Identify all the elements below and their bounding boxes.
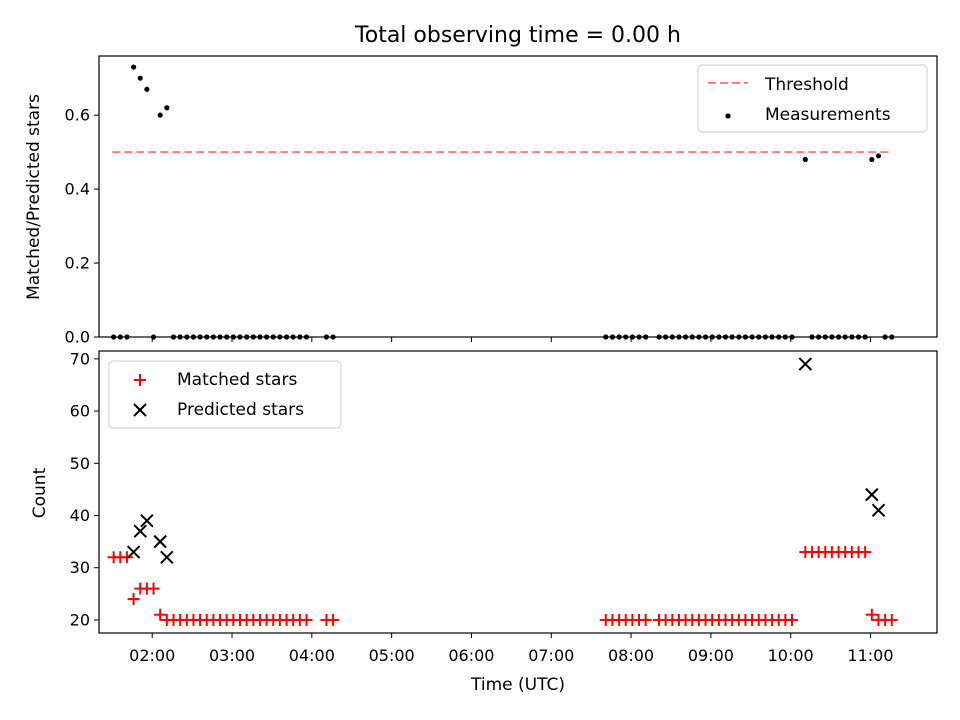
- matched-star-point: [300, 613, 313, 626]
- bottom-panel: Count Time (UTC) 20 30 40 50 60 70 02:00 03:00…: [30, 349, 938, 695]
- bottom-x-tick-label: 03:00: [209, 646, 255, 665]
- top-legend: Threshold Measurements: [697, 64, 928, 133]
- bottom-x-tick-label: 06:00: [448, 646, 494, 665]
- matched-star-point: [786, 613, 799, 626]
- bottom-legend-box: [108, 360, 342, 429]
- top-y-tick-label: 0.0: [65, 328, 90, 347]
- predicted-star-point: [140, 514, 154, 528]
- matched-star-point: [327, 613, 340, 626]
- bottom-x-tick-label: 07:00: [528, 646, 574, 665]
- measurement-point: [137, 75, 143, 81]
- bottom-y-tick-label: 60: [70, 402, 90, 421]
- measurement-point: [875, 153, 882, 159]
- top-y-axis-label: Matched/Predicted stars: [24, 94, 44, 300]
- measurement-point: [802, 156, 808, 163]
- legend-threshold-label: Threshold: [764, 75, 849, 95]
- predicted-star-point: [133, 524, 147, 538]
- bottom-x-tick-label: 05:00: [369, 646, 415, 665]
- bottom-axes-frame: [98, 350, 938, 634]
- matched-star-point: [127, 593, 140, 606]
- legend-measurements-label: Measurements: [765, 105, 891, 125]
- bottom-x-tick-label: 09:00: [688, 646, 734, 665]
- matched-star-point: [147, 582, 160, 595]
- x-axis-label: Time (UTC): [470, 675, 565, 695]
- top-legend-box: [697, 64, 928, 133]
- top-y-tick-label: 0.4: [65, 180, 90, 199]
- bottom-x-ticks: 02:00 03:00 04:00 05:00 06:00 07:00 08:00 09:00…: [129, 633, 894, 665]
- predicted-star-point: [126, 545, 141, 559]
- bottom-y-tick-label: 40: [70, 506, 90, 525]
- bottom-legend: Matched stars Predicted stars: [108, 360, 342, 429]
- matched-stars-series: [107, 546, 898, 626]
- measurement-point: [164, 105, 170, 111]
- bottom-y-tick-label: 70: [70, 349, 90, 368]
- matched-star-point: [859, 546, 872, 559]
- bottom-x-tick-label: 08:00: [608, 646, 654, 665]
- bottom-x-tick-label: 10:00: [768, 646, 814, 665]
- matched-star-point: [154, 608, 167, 621]
- measurement-point: [869, 156, 875, 163]
- bottom-y-tick-label: 30: [70, 558, 90, 577]
- measurement-point: [157, 112, 163, 118]
- legend-measurements-swatch: [725, 113, 731, 119]
- legend-predicted-label: Predicted stars: [177, 400, 304, 420]
- predicted-star-point: [153, 534, 167, 549]
- predicted-star-point: [871, 503, 886, 517]
- bottom-y-tick-label: 20: [70, 610, 90, 629]
- bottom-x-tick-label: 11:00: [847, 646, 893, 665]
- predicted-star-point: [798, 357, 813, 371]
- bottom-x-tick-label: 02:00: [129, 646, 175, 665]
- legend-matched-swatch: [134, 374, 146, 386]
- legend-matched-label: Matched stars: [177, 370, 297, 390]
- matched-star-point: [120, 551, 133, 564]
- top-panel: Total observing time = 0.00 h Matched/Pr…: [24, 23, 938, 347]
- top-y-tick-label: 0.6: [65, 106, 90, 125]
- bottom-y-ticks: 20 30 40 50 60 70: [70, 349, 99, 629]
- matched-star-point: [639, 613, 652, 626]
- matched-star-point: [885, 613, 898, 626]
- measurement-point: [144, 86, 150, 92]
- legend-predicted-swatch: [133, 403, 147, 417]
- bottom-y-tick-label: 50: [70, 454, 90, 473]
- matched-star-point: [865, 608, 878, 621]
- predicted-star-point: [160, 550, 174, 564]
- bottom-x-tick-label: 04:00: [289, 646, 335, 665]
- chart-title: Total observing time = 0.00 h: [354, 23, 681, 48]
- top-y-tick-label: 0.2: [65, 254, 90, 273]
- predicted-star-point: [865, 487, 879, 502]
- measurement-point: [130, 64, 137, 70]
- top-axes-frame: [98, 55, 938, 338]
- bottom-y-axis-label: Count: [30, 467, 50, 518]
- predicted-stars-series: [126, 357, 886, 564]
- top-y-ticks: 0.0 0.2 0.4 0.6: [65, 106, 99, 347]
